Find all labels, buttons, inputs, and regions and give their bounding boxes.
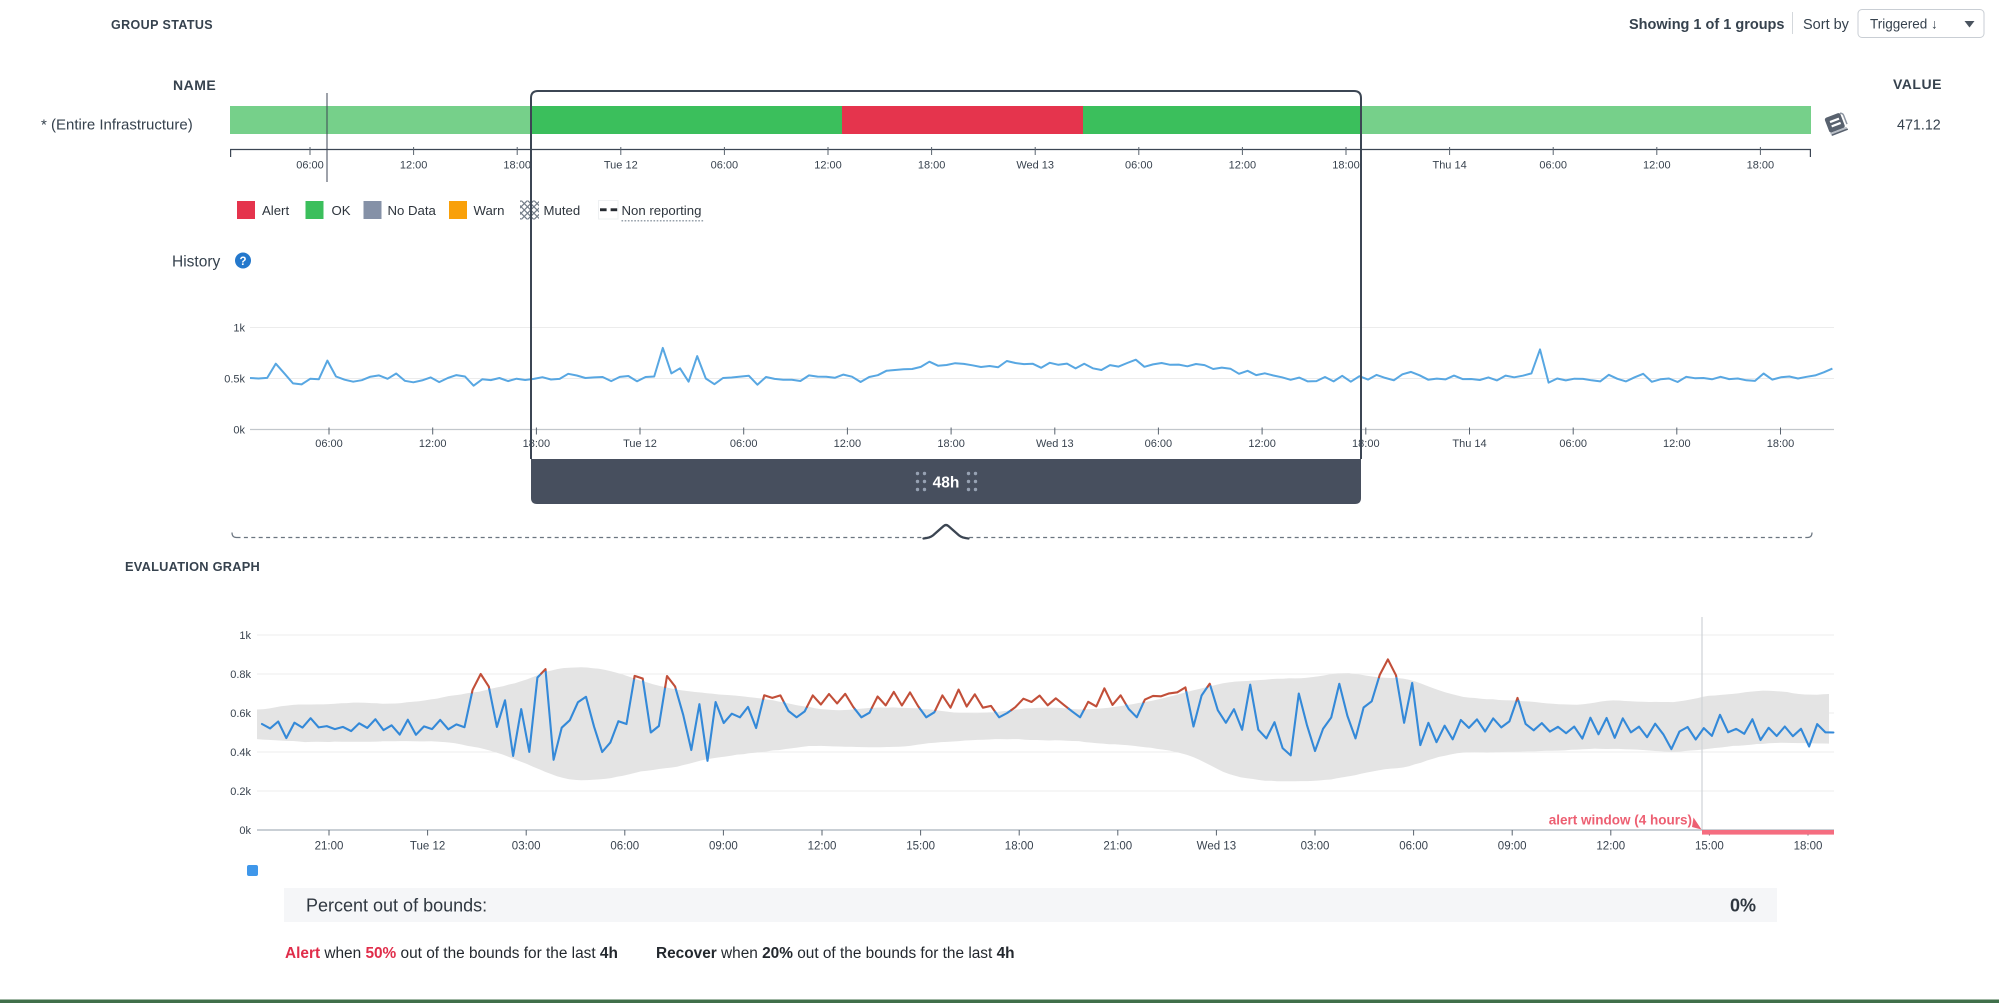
svg-text:06:00: 06:00 xyxy=(1559,438,1587,450)
svg-text:03:00: 03:00 xyxy=(512,841,541,853)
svg-text:06:00: 06:00 xyxy=(711,160,739,172)
svg-text:06:00: 06:00 xyxy=(730,438,758,450)
svg-text:Thu 14: Thu 14 xyxy=(1432,160,1466,172)
svg-text:12:00: 12:00 xyxy=(400,160,428,172)
svg-text:18:00: 18:00 xyxy=(523,438,551,450)
svg-text:Tue 12: Tue 12 xyxy=(410,841,445,853)
svg-text:Wed 13: Wed 13 xyxy=(1036,438,1074,450)
svg-text:12:00: 12:00 xyxy=(1643,160,1671,172)
svg-text:18:00: 18:00 xyxy=(1794,841,1823,853)
svg-text:0k: 0k xyxy=(239,825,251,837)
svg-text:0.6k: 0.6k xyxy=(230,708,251,720)
svg-text:GROUP STATUS: GROUP STATUS xyxy=(111,18,213,32)
svg-text:Wed 13: Wed 13 xyxy=(1016,160,1054,172)
svg-text:12:00: 12:00 xyxy=(808,841,837,853)
svg-text:OK: OK xyxy=(332,203,351,218)
svg-text:12:00: 12:00 xyxy=(1248,438,1276,450)
svg-text:18:00: 18:00 xyxy=(937,438,965,450)
svg-text:Warn: Warn xyxy=(474,203,505,218)
svg-text:06:00: 06:00 xyxy=(1145,438,1173,450)
svg-text:09:00: 09:00 xyxy=(1498,841,1527,853)
svg-text:06:00: 06:00 xyxy=(1125,160,1153,172)
svg-text:18:00: 18:00 xyxy=(1747,160,1775,172)
svg-text:15:00: 15:00 xyxy=(1695,841,1724,853)
svg-text:471.12: 471.12 xyxy=(1897,118,1941,134)
svg-text:15:00: 15:00 xyxy=(906,841,935,853)
svg-text:0k: 0k xyxy=(233,425,245,437)
svg-text:VALUE: VALUE xyxy=(1893,76,1942,92)
svg-text:No Data: No Data xyxy=(388,203,437,218)
svg-text:18:00: 18:00 xyxy=(918,160,946,172)
svg-text:12:00: 12:00 xyxy=(834,438,862,450)
svg-text:21:00: 21:00 xyxy=(315,841,344,853)
svg-text:12:00: 12:00 xyxy=(814,160,842,172)
svg-text:1k: 1k xyxy=(233,323,245,335)
svg-text:Recover when 20% out of the bo: Recover when 20% out of the bounds for t… xyxy=(656,945,1015,962)
svg-text:12:00: 12:00 xyxy=(419,438,447,450)
svg-text:Thu 14: Thu 14 xyxy=(1452,438,1486,450)
svg-text:18:00: 18:00 xyxy=(1767,438,1795,450)
svg-text:06:00: 06:00 xyxy=(296,160,324,172)
svg-text:0.4k: 0.4k xyxy=(230,747,251,759)
svg-text:EVALUATION GRAPH: EVALUATION GRAPH xyxy=(125,559,260,574)
svg-text:Muted: Muted xyxy=(544,203,581,218)
svg-text:?: ? xyxy=(239,256,246,268)
svg-text:06:00: 06:00 xyxy=(315,438,343,450)
svg-text:0.5k: 0.5k xyxy=(224,374,245,386)
svg-text:1k: 1k xyxy=(239,630,251,642)
svg-text:Wed 13: Wed 13 xyxy=(1197,841,1236,853)
svg-text:12:00: 12:00 xyxy=(1229,160,1257,172)
svg-text:Non reporting: Non reporting xyxy=(622,203,702,218)
svg-text:06:00: 06:00 xyxy=(1399,841,1428,853)
svg-text:NAME: NAME xyxy=(173,77,216,93)
svg-text:12:00: 12:00 xyxy=(1596,841,1625,853)
svg-text:alert window (4 hours): alert window (4 hours) xyxy=(1549,813,1692,828)
svg-text:09:00: 09:00 xyxy=(709,841,738,853)
svg-text:Alert: Alert xyxy=(262,203,289,218)
svg-text:Triggered ↓: Triggered ↓ xyxy=(1870,17,1938,32)
svg-text:Tue 12: Tue 12 xyxy=(623,438,657,450)
svg-text:06:00: 06:00 xyxy=(1539,160,1567,172)
svg-text:03:00: 03:00 xyxy=(1301,841,1330,853)
svg-text:12:00: 12:00 xyxy=(1663,438,1691,450)
svg-text:48h: 48h xyxy=(933,475,960,492)
svg-text:History: History xyxy=(172,254,220,271)
svg-text:18:00: 18:00 xyxy=(503,160,531,172)
svg-text:18:00: 18:00 xyxy=(1332,160,1360,172)
svg-text:0%: 0% xyxy=(1730,896,1756,916)
svg-text:0.8k: 0.8k xyxy=(230,669,251,681)
svg-text:Tue 12: Tue 12 xyxy=(604,160,638,172)
svg-text:18:00: 18:00 xyxy=(1005,841,1034,853)
svg-text:Percent out of bounds:: Percent out of bounds: xyxy=(306,896,487,916)
svg-text:Alert when 50% out of the boun: Alert when 50% out of the bounds for the… xyxy=(285,945,618,962)
svg-text:18:00: 18:00 xyxy=(1352,438,1380,450)
svg-text:06:00: 06:00 xyxy=(610,841,639,853)
svg-text:0.2k: 0.2k xyxy=(230,786,251,798)
svg-text:Showing 1 of 1 groups: Showing 1 of 1 groups xyxy=(1629,17,1784,33)
svg-text:* (Entire Infrastructure): * (Entire Infrastructure) xyxy=(41,117,193,134)
svg-text:21:00: 21:00 xyxy=(1103,841,1132,853)
svg-text:Sort by: Sort by xyxy=(1803,17,1850,33)
